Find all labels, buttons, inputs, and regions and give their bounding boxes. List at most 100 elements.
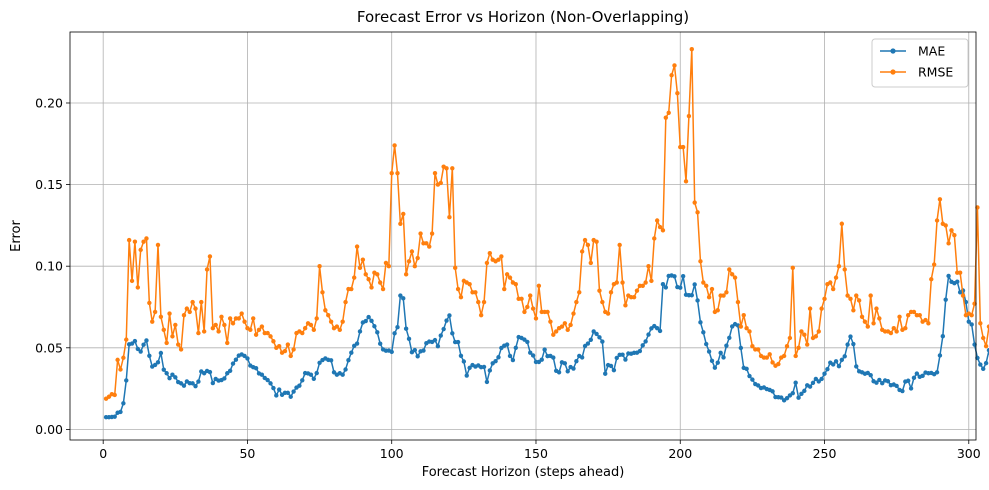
data-point-rmse [141,239,146,244]
data-point-rmse [582,237,588,243]
data-point-mae [790,390,795,396]
data-point-mae [810,380,816,386]
data-point-rmse [525,304,530,310]
data-point-rmse [856,298,862,303]
data-point-rmse [828,280,833,285]
data-point-mae [680,273,686,279]
data-point-mae [874,380,879,385]
data-point-rmse [124,337,129,342]
data-point-rmse [343,299,348,305]
data-point-mae [435,343,441,349]
data-point-mae [698,320,703,325]
y-axis-label: Error [9,220,24,252]
data-point-rmse [507,275,513,280]
data-point-mae [124,378,129,383]
data-point-rmse [559,324,565,329]
data-point-rmse [952,232,957,238]
data-point-mae [877,377,882,383]
legend-marker-mae [890,48,896,54]
data-point-rmse [891,326,896,331]
data-point-mae [467,365,472,371]
data-point-mae [504,342,510,347]
grid [70,32,976,440]
data-point-mae [880,381,885,386]
y-tick-label: 0.10 [35,259,63,274]
data-point-mae [747,373,752,379]
data-point-rmse [147,300,152,306]
data-point-mae [510,357,516,363]
data-point-rmse [949,228,954,233]
data-point-rmse [568,322,573,328]
series-layer [103,46,989,420]
data-point-rmse [957,270,963,275]
data-point-mae [196,379,201,384]
data-point-rmse [698,259,703,264]
data-point-rmse [126,237,132,243]
data-point-mae [346,358,351,363]
data-point-rmse [487,250,493,256]
data-point-mae [230,361,236,366]
data-point-rmse [874,306,879,311]
data-point-mae [571,366,576,371]
data-point-rmse [326,312,331,318]
data-point-mae [406,336,412,342]
data-point-mae [646,332,651,337]
data-point-rmse [173,322,178,328]
data-point-rmse [150,319,155,324]
data-point-mae [311,376,317,381]
data-point-rmse [983,343,989,349]
data-point-mae [377,341,383,346]
data-point-rmse [767,352,772,357]
data-point-mae [441,326,446,332]
data-point-rmse [747,329,752,334]
data-point-rmse [320,290,325,295]
data-point-mae [438,333,443,338]
data-point-rmse [496,257,501,262]
data-point-rmse [207,254,213,259]
data-point-mae [210,380,216,386]
x-tick-label: 150 [524,446,548,461]
data-point-mae [193,383,198,389]
data-point-mae [978,362,983,367]
data-point-mae [403,326,409,331]
data-point-mae [594,331,599,337]
data-point-mae [822,371,827,376]
data-point-mae [271,385,276,391]
data-point-rmse [833,275,839,280]
data-point-rmse [727,267,732,272]
data-point-rmse [862,319,868,324]
data-point-mae [727,335,732,341]
legend: MAE RMSE [871,38,969,88]
data-point-mae [300,378,305,383]
data-point-rmse [519,296,524,302]
data-point-rmse [349,286,354,292]
data-point-mae [539,357,544,362]
data-point-rmse [253,332,259,337]
data-point-mae [770,389,775,394]
data-point-mae [914,371,920,376]
data-point-mae [528,350,533,355]
data-point-rmse [553,329,559,334]
data-point-mae [173,375,178,380]
data-point-mae [484,379,490,385]
data-point-rmse [565,327,570,333]
data-point-rmse [721,293,726,298]
data-point-mae [689,293,694,298]
data-point-mae [712,365,718,370]
data-point-rmse [981,335,986,341]
legend-label-mae: MAE [918,44,945,59]
data-point-rmse [132,239,138,244]
data-point-rmse [764,355,770,360]
data-point-mae [620,352,625,357]
data-point-rmse [225,340,230,346]
data-point-mae [603,371,608,376]
data-point-rmse [455,286,461,292]
x-tick-label: 100 [380,446,404,461]
data-point-rmse [545,309,550,315]
data-point-rmse [836,263,842,269]
data-point-rmse [897,314,902,319]
data-point-mae [181,383,187,388]
data-point-rmse [476,299,481,305]
x-tick-label: 250 [813,446,837,461]
